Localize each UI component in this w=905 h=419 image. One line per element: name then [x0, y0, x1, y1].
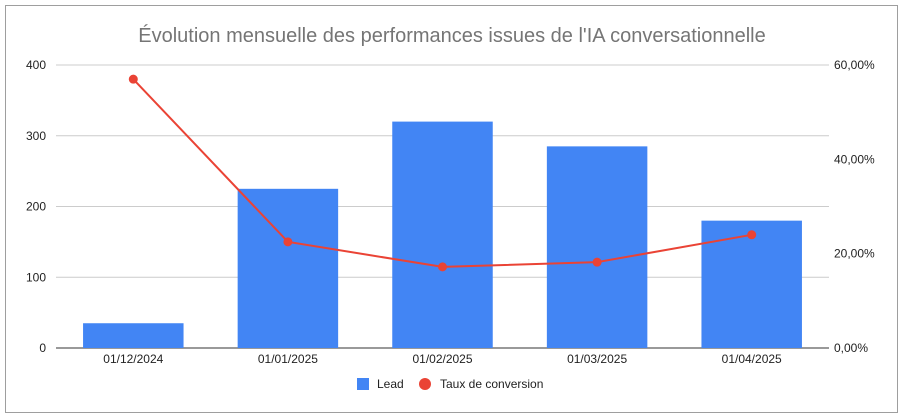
bar-lead [701, 220, 802, 348]
y-right-tick-label: 40,00% [834, 152, 875, 166]
point-conversion [283, 237, 293, 247]
y-right-tick-label: 0,00% [834, 341, 868, 355]
y-axis-left-ticks: 0 100 200 300 400 [26, 58, 46, 355]
y-right-tick-label: 20,00% [834, 247, 875, 261]
point-conversion [592, 257, 602, 267]
chart-title: Évolution mensuelle des performances iss… [138, 24, 766, 47]
legend-swatch-conversion [419, 378, 431, 390]
point-conversion [438, 262, 447, 272]
point-conversion [128, 74, 138, 84]
x-axis-ticks: 01/12/2024 01/01/2025 01/02/2025 01/03/2025… [103, 352, 782, 366]
bar-lead [546, 146, 648, 348]
bar-lead [237, 188, 339, 348]
point-conversion [747, 230, 757, 240]
y-left-tick-label: 200 [26, 200, 46, 214]
y-left-tick-label: 0 [39, 341, 46, 355]
legend-swatch-lead [357, 378, 369, 390]
legend-label-conversion: Taux de conversion [440, 377, 543, 391]
x-tick-label: 01/04/2025 [722, 352, 782, 366]
legend: Lead Taux de conversion [357, 377, 543, 391]
x-tick-label: 01/12/2024 [103, 352, 163, 366]
bar-series-lead [83, 121, 802, 348]
x-tick-label: 01/02/2025 [412, 352, 472, 366]
legend-label-lead: Lead [377, 377, 404, 391]
y-left-tick-label: 300 [26, 129, 46, 143]
line-series-conversion [128, 74, 757, 272]
bar-lead [392, 121, 493, 348]
bar-lead [83, 323, 184, 348]
y-left-tick-label: 400 [26, 58, 46, 72]
y-left-tick-label: 100 [26, 270, 46, 284]
y-right-tick-label: 60,00% [834, 58, 875, 72]
x-tick-label: 01/01/2025 [258, 352, 318, 366]
x-tick-label: 01/03/2025 [567, 352, 627, 366]
y-axis-right-ticks: 0,00% 20,00% 40,00% 60,00% [834, 58, 875, 355]
